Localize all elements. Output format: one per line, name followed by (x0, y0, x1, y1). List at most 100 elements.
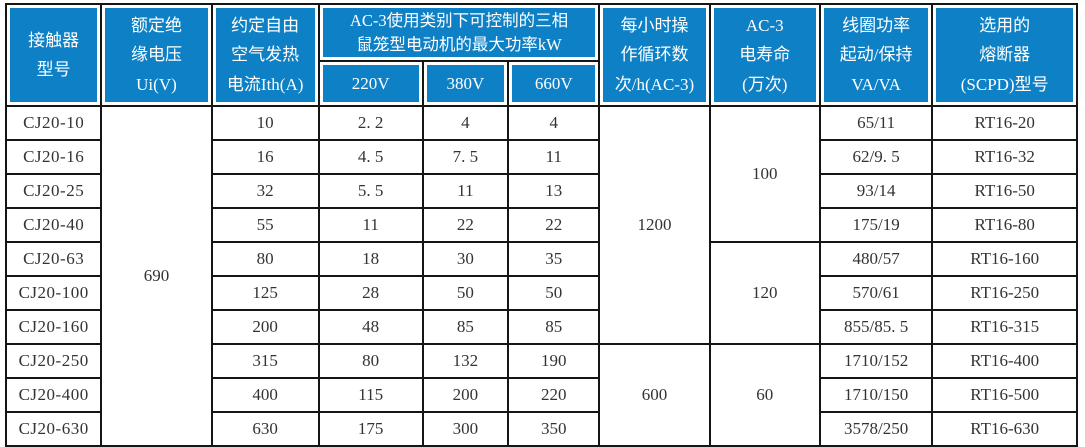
cell-ith: 32 (210, 173, 320, 209)
cell-model: CJ20-63 (4, 241, 103, 277)
cell-ith: 200 (210, 309, 320, 345)
cell-coil: 570/61 (818, 275, 934, 311)
cell-fuse: RT16-500 (931, 377, 1078, 413)
header-electrical-life: AC-3 电寿命 (万次) (708, 3, 821, 107)
cell-ith: 400 (210, 377, 320, 413)
cell-coil: 3578/250 (818, 411, 934, 447)
cell-power-660: 50 (507, 275, 601, 311)
cell-ith: 80 (210, 241, 320, 277)
header-row-1: 接触器 型号 额定绝 缘电压 Ui(V) 约定自由 空气发热 电流Ith(A) … (4, 3, 1078, 107)
cell-ith: 630 (210, 411, 320, 447)
cell-coil: 1710/152 (818, 343, 934, 379)
cell-power-220: 28 (317, 275, 424, 311)
cell-model: CJ20-160 (4, 309, 103, 345)
table-row: CJ20-250 315 80 132 190 600 60 1710/152 … (4, 343, 1078, 447)
cell-ith: 315 (210, 343, 320, 379)
cell-power-660: 35 (507, 241, 601, 277)
cell-model: CJ20-250 (4, 343, 103, 379)
table-row: CJ20-63 80 18 30 35 120 480/57 RT16-160 (4, 241, 1078, 345)
table-row: CJ20-400 400 115 200 220 1710/150 RT16-5… (4, 377, 1078, 413)
table-row: CJ20-25 32 5. 5 11 13 93/14 RT16-50 (4, 173, 1078, 209)
cell-power-220: 80 (317, 343, 424, 379)
cell-ith: 55 (210, 207, 320, 243)
cell-power-220: 18 (317, 241, 424, 277)
cell-power-220: 4. 5 (317, 139, 424, 175)
cell-life-60: 60 (708, 343, 821, 447)
cell-life-120: 120 (708, 241, 821, 345)
cell-coil: 1710/150 (818, 377, 934, 413)
contactor-spec-table: 接触器 型号 额定绝 缘电压 Ui(V) 约定自由 空气发热 电流Ith(A) … (4, 3, 1078, 447)
table-row: CJ20-16 16 4. 5 7. 5 11 62/9. 5 RT16-32 (4, 139, 1078, 175)
cell-model: CJ20-100 (4, 275, 103, 311)
table-row: CJ20-40 55 11 22 22 175/19 RT16-80 (4, 207, 1078, 243)
cell-power-380: 22 (421, 207, 510, 243)
cell-power-660: 85 (507, 309, 601, 345)
cell-power-380: 300 (421, 411, 510, 447)
cell-fuse: RT16-50 (931, 173, 1078, 209)
header-660v: 660V (507, 60, 601, 107)
cell-power-660: 190 (507, 343, 601, 379)
cell-power-380: 132 (421, 343, 510, 379)
header-380v: 380V (421, 60, 510, 107)
cell-fuse: RT16-160 (931, 241, 1078, 277)
cell-cycles-600: 600 (598, 343, 711, 447)
header-fuse-type: 选用的 熔断器 (SCPD)型号 (931, 3, 1078, 107)
header-coil-power: 线圈功率 起动/保持 VA/VA (818, 3, 934, 107)
header-contactor-model: 接触器 型号 (4, 3, 103, 107)
cell-fuse: RT16-80 (931, 207, 1078, 243)
cell-power-660: 350 (507, 411, 601, 447)
cell-model: CJ20-400 (4, 377, 103, 413)
table-row: CJ20-100 125 28 50 50 570/61 RT16-250 (4, 275, 1078, 311)
cell-coil: 480/57 (818, 241, 934, 277)
cell-coil: 175/19 (818, 207, 934, 243)
header-thermal-current: 约定自由 空气发热 电流Ith(A) (210, 3, 320, 107)
cell-ui-690: 690 (100, 105, 213, 447)
cell-fuse: RT16-630 (931, 411, 1078, 447)
cell-coil: 65/11 (818, 105, 934, 141)
cell-power-380: 4 (421, 105, 510, 141)
cell-model: CJ20-630 (4, 411, 103, 447)
cell-ith: 16 (210, 139, 320, 175)
cell-power-380: 200 (421, 377, 510, 413)
cell-power-660: 220 (507, 377, 601, 413)
cell-power-380: 11 (421, 173, 510, 209)
cell-power-220: 175 (317, 411, 424, 447)
cell-power-220: 115 (317, 377, 424, 413)
header-ac3-max-power-group: AC-3使用类别下可控制的三相 鼠笼型电动机的最大功率kW (317, 3, 601, 62)
cell-power-380: 30 (421, 241, 510, 277)
cell-ith: 125 (210, 275, 320, 311)
cell-fuse: RT16-315 (931, 309, 1078, 345)
table-row: CJ20-160 200 48 85 85 855/85. 5 RT16-315 (4, 309, 1078, 345)
cell-fuse: RT16-32 (931, 139, 1078, 175)
cell-power-220: 11 (317, 207, 424, 243)
cell-coil: 62/9. 5 (818, 139, 934, 175)
cell-ith: 10 (210, 105, 320, 141)
cell-fuse: RT16-20 (931, 105, 1078, 141)
cell-power-660: 13 (507, 173, 601, 209)
cell-power-660: 22 (507, 207, 601, 243)
cell-power-220: 48 (317, 309, 424, 345)
cell-coil: 855/85. 5 (818, 309, 934, 345)
cell-power-220: 2. 2 (317, 105, 424, 141)
cell-fuse: RT16-400 (931, 343, 1078, 379)
cell-power-660: 11 (507, 139, 601, 175)
cell-power-380: 85 (421, 309, 510, 345)
cell-model: CJ20-16 (4, 139, 103, 175)
header-operating-cycles: 每小时操 作循环数 次/h(AC-3) (598, 3, 711, 107)
cell-model: CJ20-40 (4, 207, 103, 243)
cell-power-660: 4 (507, 105, 601, 141)
header-rated-insulation-voltage: 额定绝 缘电压 Ui(V) (100, 3, 213, 107)
header-220v: 220V (317, 60, 424, 107)
cell-life-100: 100 (708, 105, 821, 243)
cell-power-380: 50 (421, 275, 510, 311)
cell-model: CJ20-10 (4, 105, 103, 141)
cell-model: CJ20-25 (4, 173, 103, 209)
header-row-2: 220V 380V 660V (6, 60, 1077, 107)
cell-power-220: 5. 5 (317, 173, 424, 209)
cell-power-380: 7. 5 (421, 139, 510, 175)
cell-coil: 93/14 (818, 173, 934, 209)
cell-cycles-1200: 1200 (598, 105, 711, 345)
cell-fuse: RT16-250 (931, 275, 1078, 311)
table-row: CJ20-10 690 10 2. 2 4 4 1200 100 65/11 R… (4, 105, 1078, 447)
